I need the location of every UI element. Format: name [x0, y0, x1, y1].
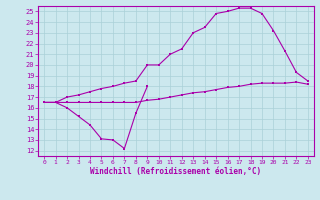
X-axis label: Windchill (Refroidissement éolien,°C): Windchill (Refroidissement éolien,°C)	[91, 167, 261, 176]
